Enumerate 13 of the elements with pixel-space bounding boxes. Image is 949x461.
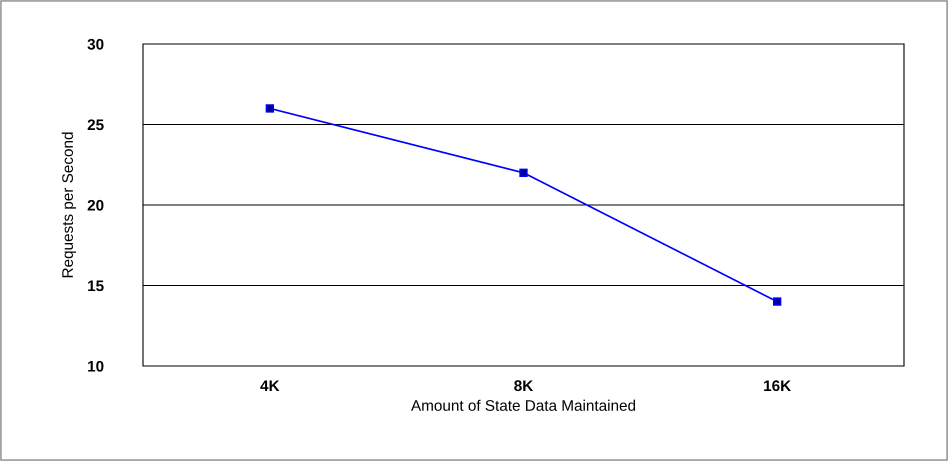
point [519,168,528,177]
x-axis-title: Amount of State Data Maintained [411,400,636,411]
point [266,104,274,113]
y-axis-title: Requests per Second [62,132,76,278]
x-tick-label: 4K [260,380,280,391]
x-tick-label: 16K [764,380,792,392]
y-tick-label: 15 [88,280,104,292]
y-tick-label: 20 [88,200,104,211]
y-tick-label: 10 [88,360,104,372]
y-tick-label: 25 [88,119,104,130]
y-tick-label: 30 [87,38,104,50]
x-tick-label: 8K [514,380,534,392]
point [773,297,782,306]
